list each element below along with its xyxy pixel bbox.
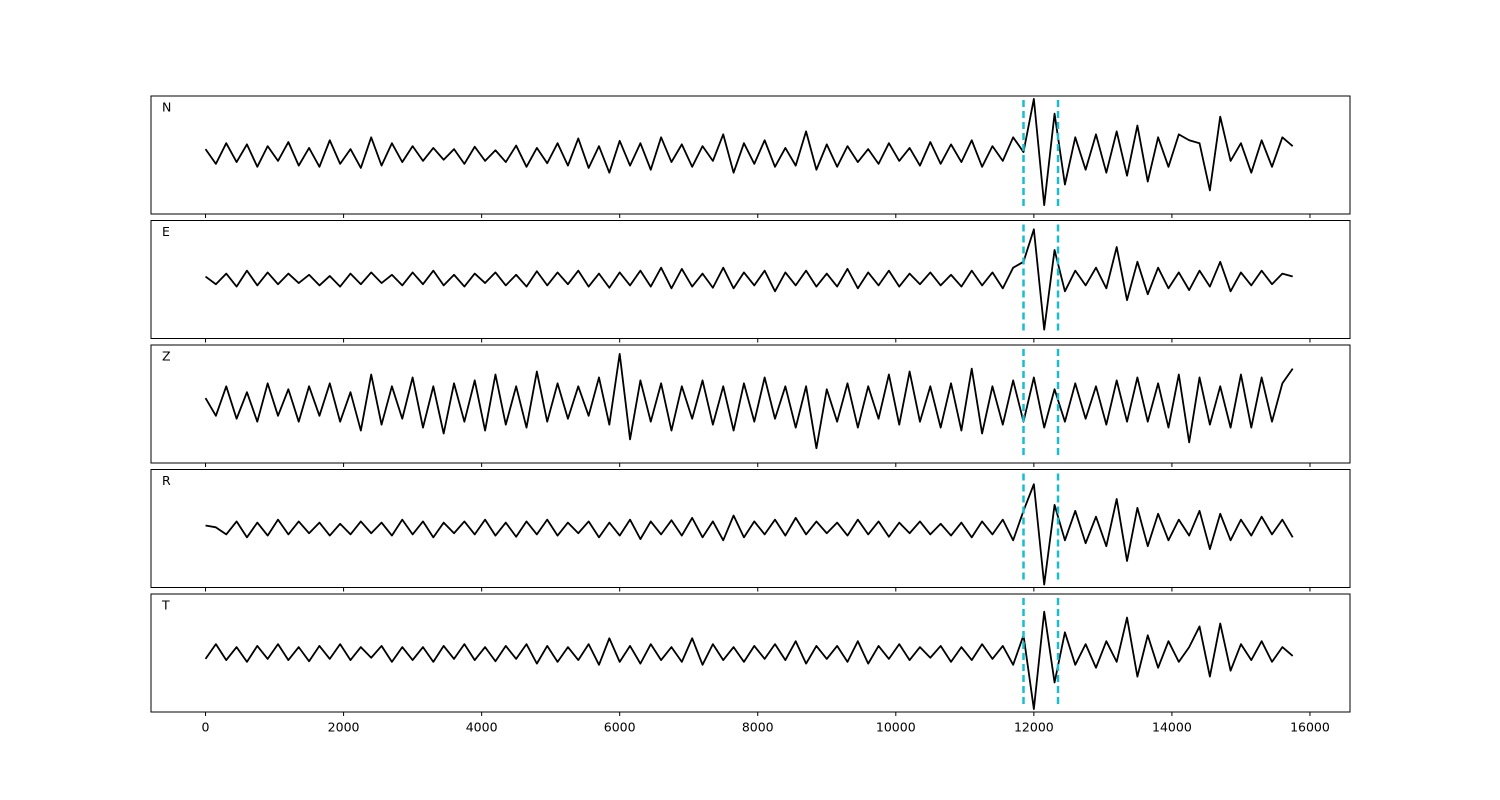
x-tick-label: 14000 <box>1152 720 1192 735</box>
panel-label: E <box>162 224 170 239</box>
panel-frame <box>150 220 1351 339</box>
panel-label: Z <box>162 349 171 364</box>
x-tick-label: 0 <box>202 720 210 735</box>
x-tick-label: 8000 <box>742 720 774 735</box>
x-tick-label: 12000 <box>1014 720 1054 735</box>
panel-frame <box>150 593 1351 713</box>
x-tick-label: 4000 <box>466 720 498 735</box>
panel-label: R <box>162 473 171 488</box>
x-tick-label: 16000 <box>1290 720 1330 735</box>
panel-frame <box>150 95 1351 215</box>
trace <box>204 98 1294 207</box>
panel-label: N <box>162 100 171 115</box>
trace <box>205 483 1294 586</box>
panel-frame <box>150 344 1351 464</box>
x-tick-label: 10000 <box>876 720 916 735</box>
panel-label: T <box>161 598 170 613</box>
trace <box>204 352 1294 450</box>
x-tick-label: 6000 <box>604 720 636 735</box>
panel-frame <box>150 469 1351 588</box>
trace <box>204 228 1293 331</box>
trace <box>204 610 1294 710</box>
x-tick-label: 2000 <box>328 720 360 735</box>
